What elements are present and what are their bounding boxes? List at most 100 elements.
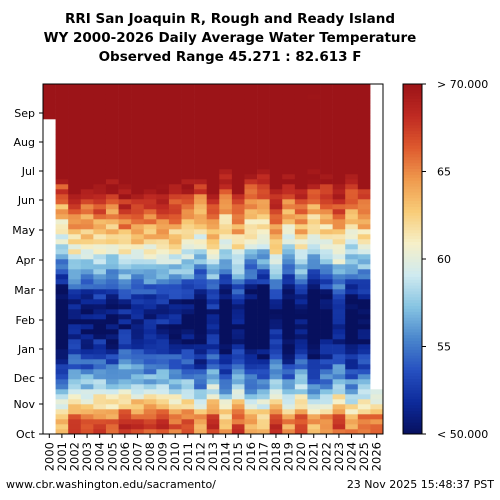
heatmap-cell <box>80 234 94 240</box>
heatmap-cell <box>206 284 220 290</box>
heatmap-cell <box>206 384 220 390</box>
heatmap-cell <box>269 214 283 220</box>
colorbar-segment <box>403 308 422 312</box>
heatmap-cell <box>80 194 94 200</box>
colorbar-segment <box>403 384 422 388</box>
heatmap-cell <box>257 164 270 170</box>
heatmap-cell <box>43 219 56 225</box>
colorbar-segment <box>403 229 422 234</box>
heatmap-cell <box>307 159 321 165</box>
heatmap-cell <box>219 169 233 175</box>
heatmap-cell <box>131 224 145 230</box>
heatmap-cell <box>282 399 296 405</box>
heatmap-cell <box>307 364 321 370</box>
heatmap-cell <box>320 179 333 185</box>
heatmap-cell <box>80 379 94 385</box>
colorbar-segment <box>403 334 422 339</box>
heatmap-cell <box>43 159 56 165</box>
heatmap-cell <box>43 254 56 260</box>
heatmap-cell <box>332 274 346 280</box>
heatmap-cell <box>231 364 245 370</box>
heatmap-cell <box>143 389 157 395</box>
heatmap-cell <box>80 274 94 280</box>
heatmap-cell <box>206 369 220 375</box>
heatmap-cell <box>118 314 132 320</box>
heatmap-cell <box>55 159 69 165</box>
heatmap-cell <box>206 429 220 435</box>
heatmap-cell <box>257 199 270 205</box>
heatmap-cell <box>231 339 245 345</box>
heatmap-cell <box>294 124 308 130</box>
heatmap-cell <box>357 424 371 430</box>
heatmap-cell <box>231 394 245 400</box>
heatmap-cell <box>244 99 258 105</box>
heatmap-cell <box>118 119 132 125</box>
heatmap-cell <box>370 374 384 380</box>
heatmap-cell <box>219 179 233 185</box>
heatmap-cell <box>118 254 132 260</box>
heatmap-cell <box>206 249 220 255</box>
heatmap-cell <box>93 99 107 105</box>
heatmap-cell <box>206 329 220 335</box>
heatmap-cell <box>143 204 157 210</box>
heatmap-cell <box>345 184 359 190</box>
heatmap-cell <box>80 424 94 430</box>
heatmap-cell <box>219 364 233 370</box>
heatmap-cell <box>231 359 245 365</box>
heatmap-cell <box>118 424 132 430</box>
heatmap-cell <box>131 334 145 340</box>
heatmap-cell <box>55 189 69 195</box>
heatmap-cell <box>131 389 145 395</box>
heatmap-cell <box>80 284 94 290</box>
heatmap-cell <box>282 379 296 385</box>
heatmap-cell <box>282 314 296 320</box>
heatmap-cell <box>143 94 157 100</box>
heatmap-cell <box>68 109 82 115</box>
heatmap-cell <box>206 354 220 360</box>
heatmap-cell <box>219 204 233 210</box>
heatmap-cell <box>294 384 308 390</box>
heatmap-cell <box>156 394 170 400</box>
x-tick-label: 2002 <box>68 442 82 471</box>
heatmap-cell <box>269 144 283 150</box>
heatmap-cell <box>181 179 195 185</box>
heatmap-cell <box>68 419 82 425</box>
heatmap-cell <box>320 164 333 170</box>
heatmap-cell <box>206 114 220 120</box>
heatmap-cell <box>357 379 371 385</box>
heatmap-cell <box>118 199 132 205</box>
heatmap-cell <box>307 429 321 435</box>
heatmap-cell <box>68 349 82 355</box>
heatmap-cell <box>143 274 157 280</box>
heatmap-cell <box>320 299 333 305</box>
heatmap-cell <box>43 244 56 250</box>
heatmap-cell <box>357 89 371 95</box>
heatmap-cell <box>357 154 371 160</box>
heatmap-cell <box>206 419 220 425</box>
heatmap-cell <box>80 144 94 150</box>
heatmap-cell <box>370 169 384 175</box>
heatmap-cell <box>219 164 233 170</box>
heatmap-cell <box>143 144 157 150</box>
heatmap-cell <box>294 339 308 345</box>
colorbar-segment <box>403 343 422 347</box>
heatmap-cell <box>282 104 296 110</box>
heatmap-cell <box>131 184 145 190</box>
heatmap-cell <box>206 224 220 230</box>
heatmap-cell <box>332 369 346 375</box>
heatmap-cell <box>194 254 207 260</box>
heatmap-cell <box>143 369 157 375</box>
heatmap-cell <box>156 164 170 170</box>
heatmap-cell <box>269 199 283 205</box>
heatmap-cell <box>156 149 170 155</box>
heatmap-cell <box>168 94 182 100</box>
heatmap-cell <box>68 194 82 200</box>
heatmap-cell <box>219 274 233 280</box>
heatmap-cell <box>168 164 182 170</box>
heatmap-cell <box>194 324 207 330</box>
heatmap-cell <box>118 169 132 175</box>
heatmap-cell <box>118 284 132 290</box>
heatmap-cell <box>105 359 119 365</box>
heatmap-cell <box>131 304 145 310</box>
heatmap-cell <box>345 274 359 280</box>
